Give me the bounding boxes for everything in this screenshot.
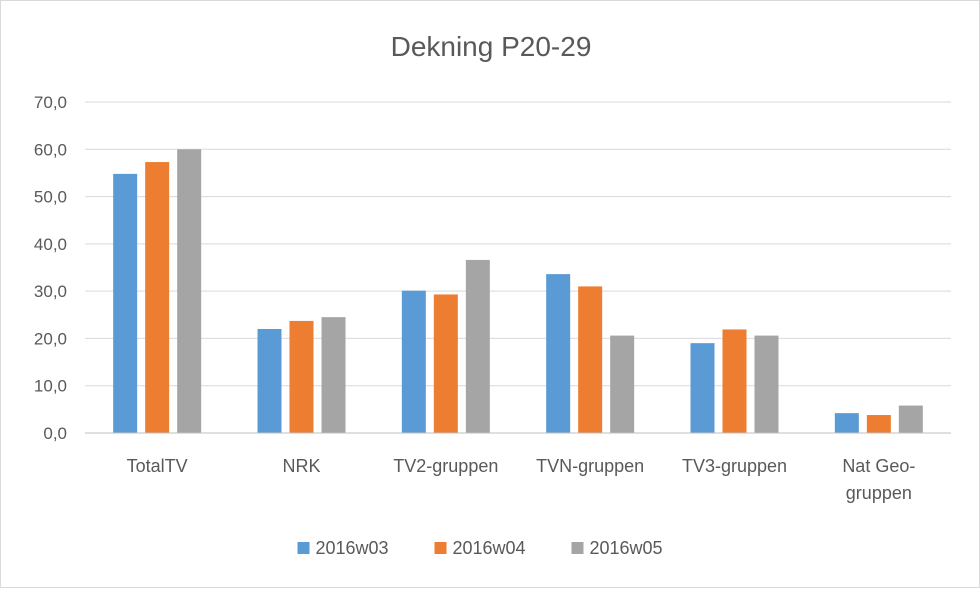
legend-swatch-2016w03: [297, 542, 310, 554]
x-category-label: TVN-gruppen: [536, 456, 644, 476]
bar-2016w05-1: [321, 317, 346, 433]
bar-2016w04-4: [722, 329, 747, 433]
bar-2016w04-3: [578, 286, 603, 433]
x-category-label: Nat Geo-: [842, 456, 915, 476]
x-category-label: TV3-gruppen: [682, 456, 787, 476]
bars: [113, 149, 923, 434]
bar-2016w04-1: [289, 320, 314, 433]
y-tick-label: 50,0: [34, 188, 67, 207]
bar-2016w05-0: [177, 149, 202, 434]
bar-2016w03-3: [546, 274, 571, 433]
bar-2016w04-0: [145, 162, 170, 433]
x-category-label: TV2-gruppen: [393, 456, 498, 476]
bar-2016w03-5: [834, 413, 859, 433]
y-axis-ticks: 0,0 10,0 20,0 30,0 40,0 50,0 60,0 70,0: [34, 93, 67, 443]
y-tick-label: 60,0: [34, 140, 67, 159]
legend-swatch-2016w05: [571, 542, 584, 554]
x-category-label: gruppen: [846, 483, 912, 503]
legend-label: 2016w04: [453, 538, 526, 558]
legend-swatch-2016w04: [434, 542, 447, 554]
y-tick-label: 0,0: [43, 424, 67, 443]
y-tick-label: 70,0: [34, 93, 67, 112]
y-tick-label: 10,0: [34, 377, 67, 396]
y-tick-label: 40,0: [34, 235, 67, 254]
y-tick-label: 30,0: [34, 282, 67, 301]
bar-2016w04-2: [433, 294, 458, 433]
bar-2016w03-2: [401, 290, 426, 433]
bar-2016w04-5: [866, 415, 891, 433]
bar-2016w05-4: [754, 335, 779, 433]
x-category-label: NRK: [282, 456, 320, 476]
bar-2016w03-0: [113, 173, 138, 434]
bar-2016w03-1: [257, 328, 282, 433]
bar-2016w05-2: [465, 259, 490, 433]
legend-label: 2016w05: [590, 538, 663, 558]
bar-2016w05-5: [898, 405, 923, 433]
bar-2016w03-4: [690, 343, 715, 433]
x-category-label: TotalTV: [127, 456, 188, 476]
bar-2016w05-3: [610, 335, 635, 433]
gridlines: [85, 101, 951, 387]
x-axis-labels: TotalTV NRK TV2-gruppen TVN-gruppen TV3-grup…: [127, 456, 916, 503]
legend-label: 2016w03: [316, 538, 389, 558]
y-tick-label: 20,0: [34, 329, 67, 348]
legend: 2016w03 2016w04 2016w05: [297, 538, 663, 558]
chart-title: Dekning P20-29: [391, 31, 592, 62]
